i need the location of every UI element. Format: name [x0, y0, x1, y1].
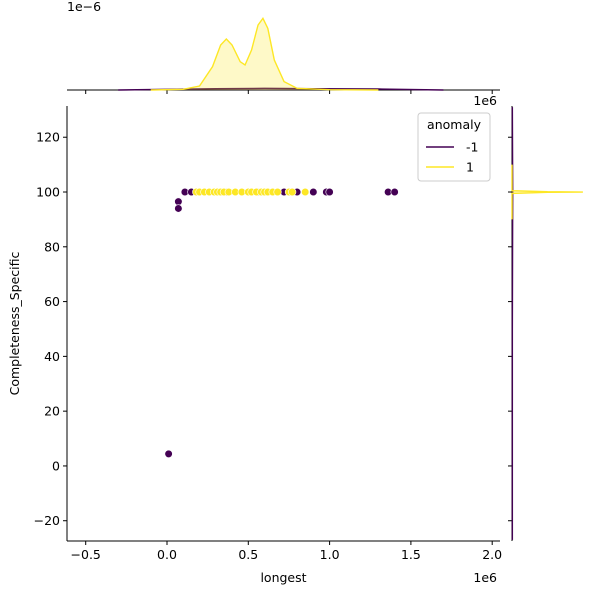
- x-tick-label: 1.5: [401, 547, 421, 562]
- y-tick-label: 80: [44, 239, 60, 254]
- x-tick-label: 1.0: [320, 547, 340, 562]
- y-tick-label: 20: [44, 404, 60, 419]
- x-tick-label: 0.5: [238, 547, 258, 562]
- x-offset-label: 1e6: [473, 570, 497, 585]
- y-offset-label: 1e−6: [67, 0, 101, 14]
- x-axis-label: longest: [260, 570, 306, 585]
- x-tick-label: 2.0: [482, 547, 502, 562]
- legend-title: anomaly: [427, 117, 482, 132]
- y-tick-label: 100: [36, 185, 60, 200]
- scatter-point: [309, 187, 318, 197]
- x-tick-label: −0.5: [71, 547, 101, 562]
- scatter-point: [325, 187, 334, 197]
- scatter-point: [288, 187, 297, 197]
- legend-label: -1: [466, 140, 478, 155]
- scatter-point: [301, 187, 310, 197]
- legend-label: 1: [466, 160, 474, 175]
- x-offset-label: 1e6: [473, 93, 497, 108]
- scatter-point: [390, 187, 399, 197]
- scatter-point: [273, 187, 282, 197]
- kde-line: [511, 164, 583, 220]
- y-tick-label: 0: [52, 458, 60, 473]
- scatter-point: [174, 204, 183, 213]
- y-tick-label: 120: [36, 130, 60, 145]
- y-axis-label: Completeness_Specific: [7, 251, 22, 395]
- scatter-point: [164, 449, 173, 458]
- x-tick-label: 0.0: [157, 547, 177, 562]
- scatter-point: [174, 197, 183, 206]
- y-tick-label: −20: [34, 513, 60, 528]
- y-tick-label: 40: [44, 349, 60, 364]
- kde-line: [150, 16, 379, 91]
- y-tick-label: 60: [44, 294, 60, 309]
- kde-area: [150, 18, 379, 90]
